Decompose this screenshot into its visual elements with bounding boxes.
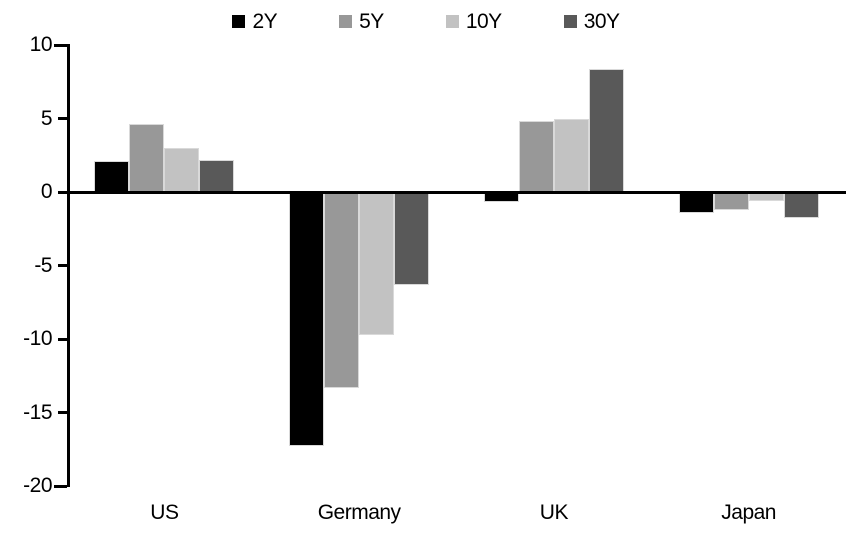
y-axis-tick-label: 5	[40, 106, 53, 130]
bar-germany-10y	[359, 192, 395, 335]
legend-label: 2Y	[252, 9, 278, 33]
plot-area	[54, 43, 846, 488]
legend-swatch-5y	[339, 14, 353, 28]
x-axis-label-uk: UK	[539, 501, 569, 524]
y-axis-tick-label: -10	[23, 327, 52, 350]
bar-japan-5y	[713, 192, 749, 210]
bar-group-us	[67, 45, 262, 486]
y-axis-line	[67, 44, 70, 487]
legend-item-2y: 2Y	[232, 9, 278, 33]
y-axis-tick-label: -5	[34, 253, 52, 277]
bar-germany-30y	[394, 192, 430, 285]
bar-germany-2y	[289, 192, 325, 447]
y-axis-tick	[58, 190, 67, 194]
y-axis-tick	[58, 117, 67, 120]
bar-germany-5y	[324, 192, 360, 388]
y-axis-tick	[54, 43, 67, 47]
y-axis-tick-label: 10	[29, 33, 53, 56]
x-axis-label-germany: Germany	[317, 501, 401, 524]
legend-label: 5Y	[359, 9, 384, 33]
chart-legend: 2Y 5Y 10Y 30Y	[0, 8, 852, 34]
y-axis-tick	[54, 484, 67, 488]
bar-us-30y	[199, 159, 235, 192]
bar-us-2y	[94, 161, 130, 192]
bar-uk-5y	[518, 121, 554, 192]
zero-baseline	[67, 190, 846, 194]
legend-item-10y: 10Y	[445, 9, 502, 33]
bar-uk-2y	[483, 192, 519, 203]
y-axis-tick-label: 0	[40, 180, 53, 203]
legend-item-30y: 30Y	[563, 9, 620, 33]
y-axis-tick	[58, 337, 67, 341]
x-axis-label-japan: Japan	[721, 501, 776, 524]
bar-japan-30y	[783, 192, 819, 219]
bar-uk-30y	[588, 68, 624, 192]
bar-japan-2y	[678, 192, 714, 213]
y-axis-tick	[58, 411, 67, 414]
y-axis-tick-label: -15	[23, 400, 52, 424]
bar-group-japan	[651, 45, 846, 486]
bar-group-uk	[457, 45, 652, 486]
bar-us-5y	[129, 124, 165, 192]
legend-label: 30Y	[583, 9, 620, 33]
y-axis-tick	[58, 264, 67, 267]
legend-swatch-10y	[445, 14, 459, 28]
legend-swatch-30y	[563, 14, 577, 28]
x-axis-label-us: US	[150, 501, 179, 524]
y-axis-tick-label: -20	[23, 474, 52, 497]
bar-us-10y	[164, 147, 200, 192]
legend-swatch-2y	[232, 14, 246, 28]
legend-item-5y: 5Y	[339, 11, 384, 32]
bar-group-germany	[262, 45, 457, 486]
legend-label: 10Y	[465, 9, 502, 33]
bar-uk-10y	[553, 118, 589, 192]
